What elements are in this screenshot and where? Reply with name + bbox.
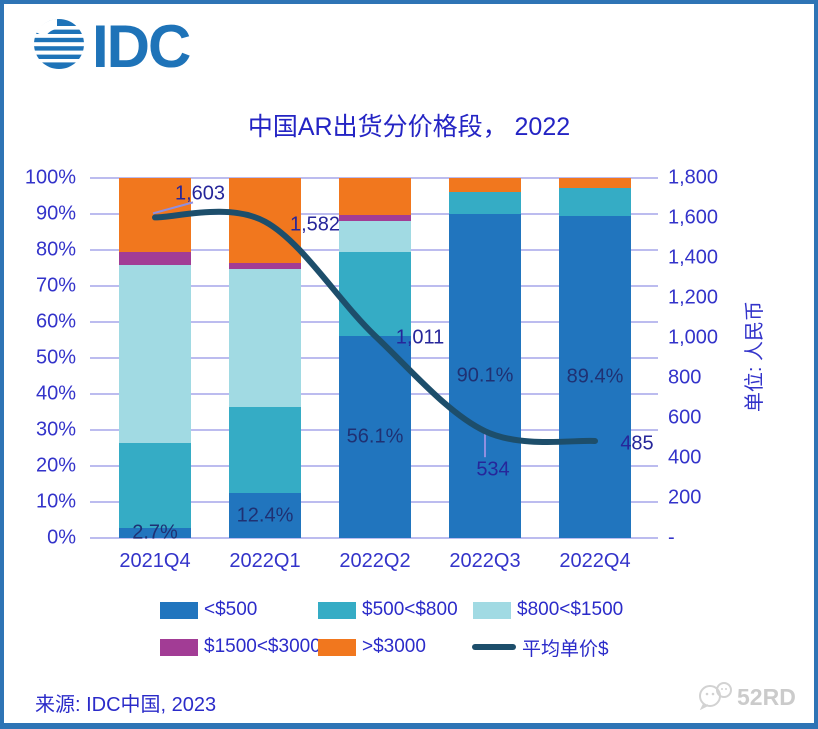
- y-axis-tick-right: 1,800: [668, 166, 719, 189]
- y-axis-tick-right: 600: [668, 406, 702, 429]
- bar-segment: [559, 188, 631, 217]
- watermark-text: 52RD: [737, 684, 796, 710]
- bar-percent-label: 89.4%: [566, 365, 624, 388]
- bar-segment: [119, 264, 191, 443]
- watermark: 52RD: [696, 680, 796, 715]
- idc-globe-icon: [33, 18, 85, 75]
- legend-label: $800<$1500: [517, 599, 624, 620]
- y-axis-tick-right: 1,600: [668, 206, 719, 229]
- y-axis-tick-left: 90%: [35, 202, 76, 225]
- legend-label: $1500<$3000: [204, 636, 321, 657]
- right-axis-title: 单位: 人民币: [744, 300, 767, 412]
- legend-item: 平均单价$: [472, 637, 609, 660]
- x-axis-label: 2022Q2: [339, 550, 411, 572]
- idc-wordmark: IDC: [92, 12, 191, 80]
- bar-percent-label: 56.1%: [346, 425, 404, 448]
- x-axis-label: 2021Q4: [119, 550, 191, 572]
- y-axis-tick-left: 60%: [35, 310, 76, 333]
- legend-swatch: [473, 601, 511, 619]
- legend-swatch: [318, 601, 356, 619]
- legend-item: $500<$800: [318, 599, 458, 620]
- idc-logo: IDC: [33, 12, 191, 80]
- bar-segment: [229, 406, 301, 494]
- source-note: 来源: IDC中国, 2023: [35, 694, 217, 716]
- y-axis-tick-right: 400: [668, 446, 702, 469]
- legend-item: $1500<$3000: [160, 636, 321, 657]
- y-axis-tick-left: 10%: [35, 490, 76, 513]
- bar-segment: [119, 528, 191, 538]
- bar-segment: [229, 493, 301, 538]
- bar-segment: [339, 178, 411, 216]
- legend-item: $800<$1500: [473, 599, 624, 620]
- y-axis-tick-left: 100%: [24, 166, 76, 189]
- y-axis-tick-right: 1,400: [668, 246, 719, 269]
- y-axis-tick-left: 30%: [35, 418, 76, 441]
- legend-label: <$500: [204, 599, 258, 620]
- bar-segment: [449, 178, 521, 192]
- line-value-label: 485: [620, 432, 654, 455]
- bar-segment: [339, 251, 411, 337]
- legend-swatch: [318, 638, 356, 656]
- legend-line-marker: [472, 644, 516, 650]
- x-axis-label: 2022Q1: [229, 550, 301, 572]
- y-axis-tick-right: 1,000: [668, 326, 719, 349]
- gridline: [90, 537, 658, 539]
- bar-percent-label: 90.1%: [456, 364, 514, 387]
- line-value-label: 534: [476, 458, 510, 481]
- bar-segment: [339, 215, 411, 221]
- y-axis-tick-right: 1,200: [668, 286, 719, 309]
- bar-segment: [119, 442, 191, 529]
- bar-segment: [559, 178, 631, 189]
- chart-title: 中国AR出货分价格段， 2022: [247, 113, 571, 141]
- bar-percent-label: 12.4%: [236, 504, 294, 527]
- legend-label: $500<$800: [362, 599, 458, 620]
- bar-segment: [229, 269, 301, 407]
- bar-segment: [449, 191, 521, 214]
- line-value-label: 1,582: [289, 213, 341, 236]
- y-axis-tick-right: 200: [668, 486, 702, 509]
- bar-segment: [339, 220, 411, 252]
- y-axis-tick-left: 0%: [47, 526, 76, 549]
- y-axis-tick-left: 20%: [35, 454, 76, 477]
- y-axis-tick-right: -: [668, 526, 675, 549]
- y-axis-tick-left: 70%: [35, 274, 76, 297]
- line-value-label: 1,603: [174, 182, 226, 205]
- legend-label: >$3000: [362, 636, 426, 657]
- legend-item: >$3000: [318, 636, 426, 657]
- legend-swatch: [160, 638, 198, 656]
- line-value-label: 1,011: [395, 326, 445, 349]
- legend-label: 平均单价$: [522, 638, 609, 660]
- y-axis-tick-right: 800: [668, 366, 702, 389]
- legend-item: <$500: [160, 599, 258, 620]
- x-axis-label: 2022Q3: [449, 550, 521, 572]
- bar-percent-label: 2.7%: [132, 521, 178, 544]
- x-axis-label: 2022Q4: [559, 550, 631, 572]
- legend-swatch: [160, 601, 198, 619]
- y-axis-tick-left: 40%: [35, 382, 76, 405]
- bar-segment: [119, 251, 191, 265]
- y-axis-tick-left: 80%: [35, 238, 76, 261]
- bar-segment: [229, 263, 301, 270]
- chat-bubbles-icon: [696, 680, 734, 715]
- y-axis-tick-left: 50%: [35, 346, 76, 369]
- plot-area: 0% 10% 20% 30% 40% 50% 60% 70% 80% 90% 100% - 200 400…: [4, 4, 814, 723]
